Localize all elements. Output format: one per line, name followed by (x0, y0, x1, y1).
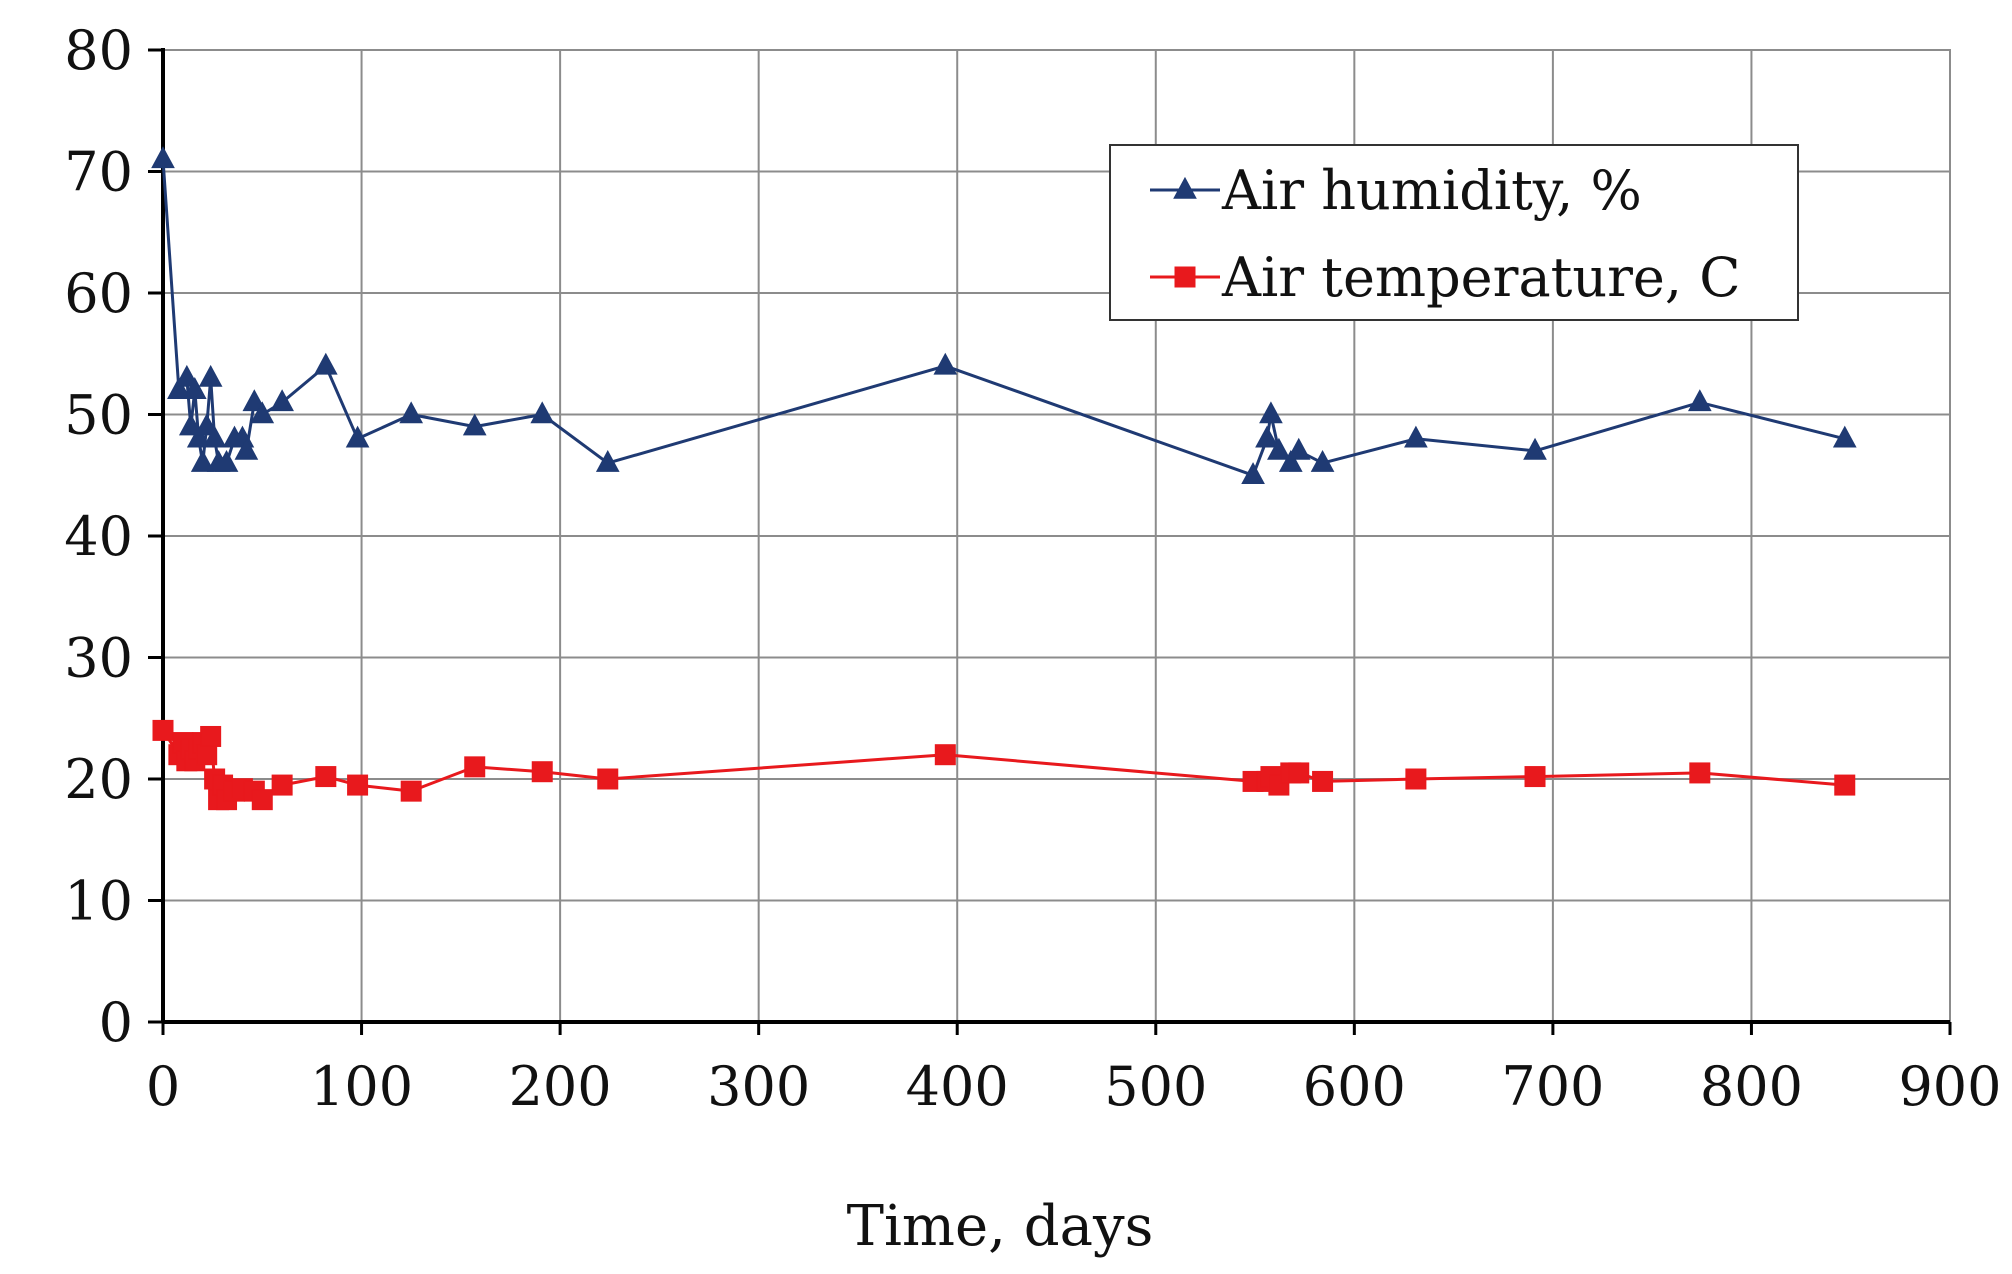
tick-labels: 0 100 200 300 400 500 600 700 800 900 0 10 20 30 40 50 6… (64, 19, 2001, 1118)
series-1-point-9 (200, 725, 222, 747)
series-layer (151, 146, 1857, 811)
series-0-point-3 (178, 413, 203, 436)
x-tick-label-700: 700 (1501, 1055, 1604, 1118)
x-tick-label-100: 100 (310, 1055, 413, 1118)
x-tick-label-300: 300 (707, 1055, 810, 1118)
y-tick-label-70: 70 (64, 141, 133, 204)
series-0-point-19 (345, 425, 370, 448)
series-1-point-33 (1405, 768, 1427, 790)
y-tick-label-30: 30 (64, 627, 133, 690)
y-tick-label-0: 0 (99, 991, 133, 1054)
series-0-point-2 (174, 364, 199, 387)
x-tick-label-0: 0 (146, 1055, 180, 1118)
legend-marker-1 (1174, 266, 1196, 288)
series-1-point-36 (1834, 774, 1856, 796)
series-0-point-4 (182, 377, 207, 399)
x-tick-label-900: 900 (1898, 1055, 2001, 1118)
series-0-point-22 (530, 401, 555, 424)
series-0-point-30 (1286, 437, 1311, 460)
series-0-point-6 (190, 449, 215, 472)
series-1-point-8 (196, 744, 218, 766)
y-tick-label-40: 40 (64, 505, 133, 568)
series-1-point-22 (464, 756, 486, 778)
series-1-point-20 (347, 774, 369, 796)
legend-box (1109, 144, 1799, 321)
series-0-point-29 (1278, 449, 1303, 472)
series-0-point-7 (194, 413, 219, 436)
series-0-point-26 (1255, 425, 1279, 448)
series-1-point-17 (251, 789, 273, 811)
series-1-point-21 (400, 780, 422, 802)
legend-label-0: Air humidity, % (1221, 159, 1642, 222)
axes-layer (148, 48, 1952, 1035)
legend-label-1: Air temperature, C (1221, 246, 1741, 309)
legend-marker-0 (1173, 176, 1197, 199)
y-tick-label-10: 10 (64, 870, 133, 933)
series-0-point-31 (1310, 449, 1335, 472)
x-tick-label-600: 600 (1303, 1055, 1406, 1118)
series-0-point-17 (270, 389, 294, 412)
x-tick-label-200: 200 (509, 1055, 612, 1118)
series-1-point-32 (1312, 770, 1334, 792)
series-1-point-31 (1288, 762, 1310, 784)
series-0-point-23 (595, 449, 620, 472)
legend-item-1: Air temperature, C (1150, 246, 1741, 309)
series-0-point-21 (462, 413, 487, 436)
series-0-point-15 (242, 389, 267, 412)
series-1-point-24 (597, 768, 619, 790)
series-0-point-18 (313, 352, 338, 375)
series-0-point-32 (1404, 425, 1428, 448)
series-0 (151, 146, 1857, 484)
series-0-point-5 (186, 425, 211, 448)
y-tick-label-50: 50 (64, 384, 133, 447)
series-1-point-25 (934, 744, 956, 766)
series-1-point-18 (271, 774, 293, 796)
series-1-point-19 (315, 766, 337, 788)
y-tick-label-60: 60 (64, 262, 133, 325)
series-1-point-0 (152, 719, 174, 741)
y-tick-label-20: 20 (64, 748, 133, 811)
series-0-point-27 (1259, 401, 1283, 424)
legend-item-0: Air humidity, % (1150, 159, 1642, 222)
series-0-point-20 (399, 401, 424, 424)
series-0-point-34 (1687, 389, 1712, 412)
series-0-point-0 (151, 146, 175, 169)
series-0-point-28 (1267, 437, 1291, 460)
series-0-point-35 (1832, 425, 1857, 448)
x-tick-label-500: 500 (1104, 1055, 1207, 1118)
series-0-point-11 (214, 449, 239, 472)
series-0-point-24 (933, 352, 958, 375)
x-tick-label-400: 400 (906, 1055, 1009, 1118)
series-0-point-25 (1241, 462, 1265, 484)
series-0-point-16 (250, 401, 275, 424)
series-1 (152, 719, 1856, 811)
series-0-point-1 (167, 377, 191, 399)
series-0-point-8 (198, 364, 223, 387)
x-tick-label-800: 800 (1700, 1055, 1803, 1118)
series-0-point-9 (202, 425, 227, 448)
x-axis-label: Time, days (847, 1194, 1154, 1259)
legend: Air humidity, % Air temperature, C (1109, 144, 1799, 321)
series-1-point-35 (1689, 762, 1711, 784)
series-0-point-14 (234, 437, 259, 460)
series-1-point-34 (1524, 766, 1546, 788)
series-0-point-33 (1523, 437, 1547, 460)
y-tick-label-80: 80 (64, 19, 133, 82)
series-1-point-23 (531, 761, 553, 783)
